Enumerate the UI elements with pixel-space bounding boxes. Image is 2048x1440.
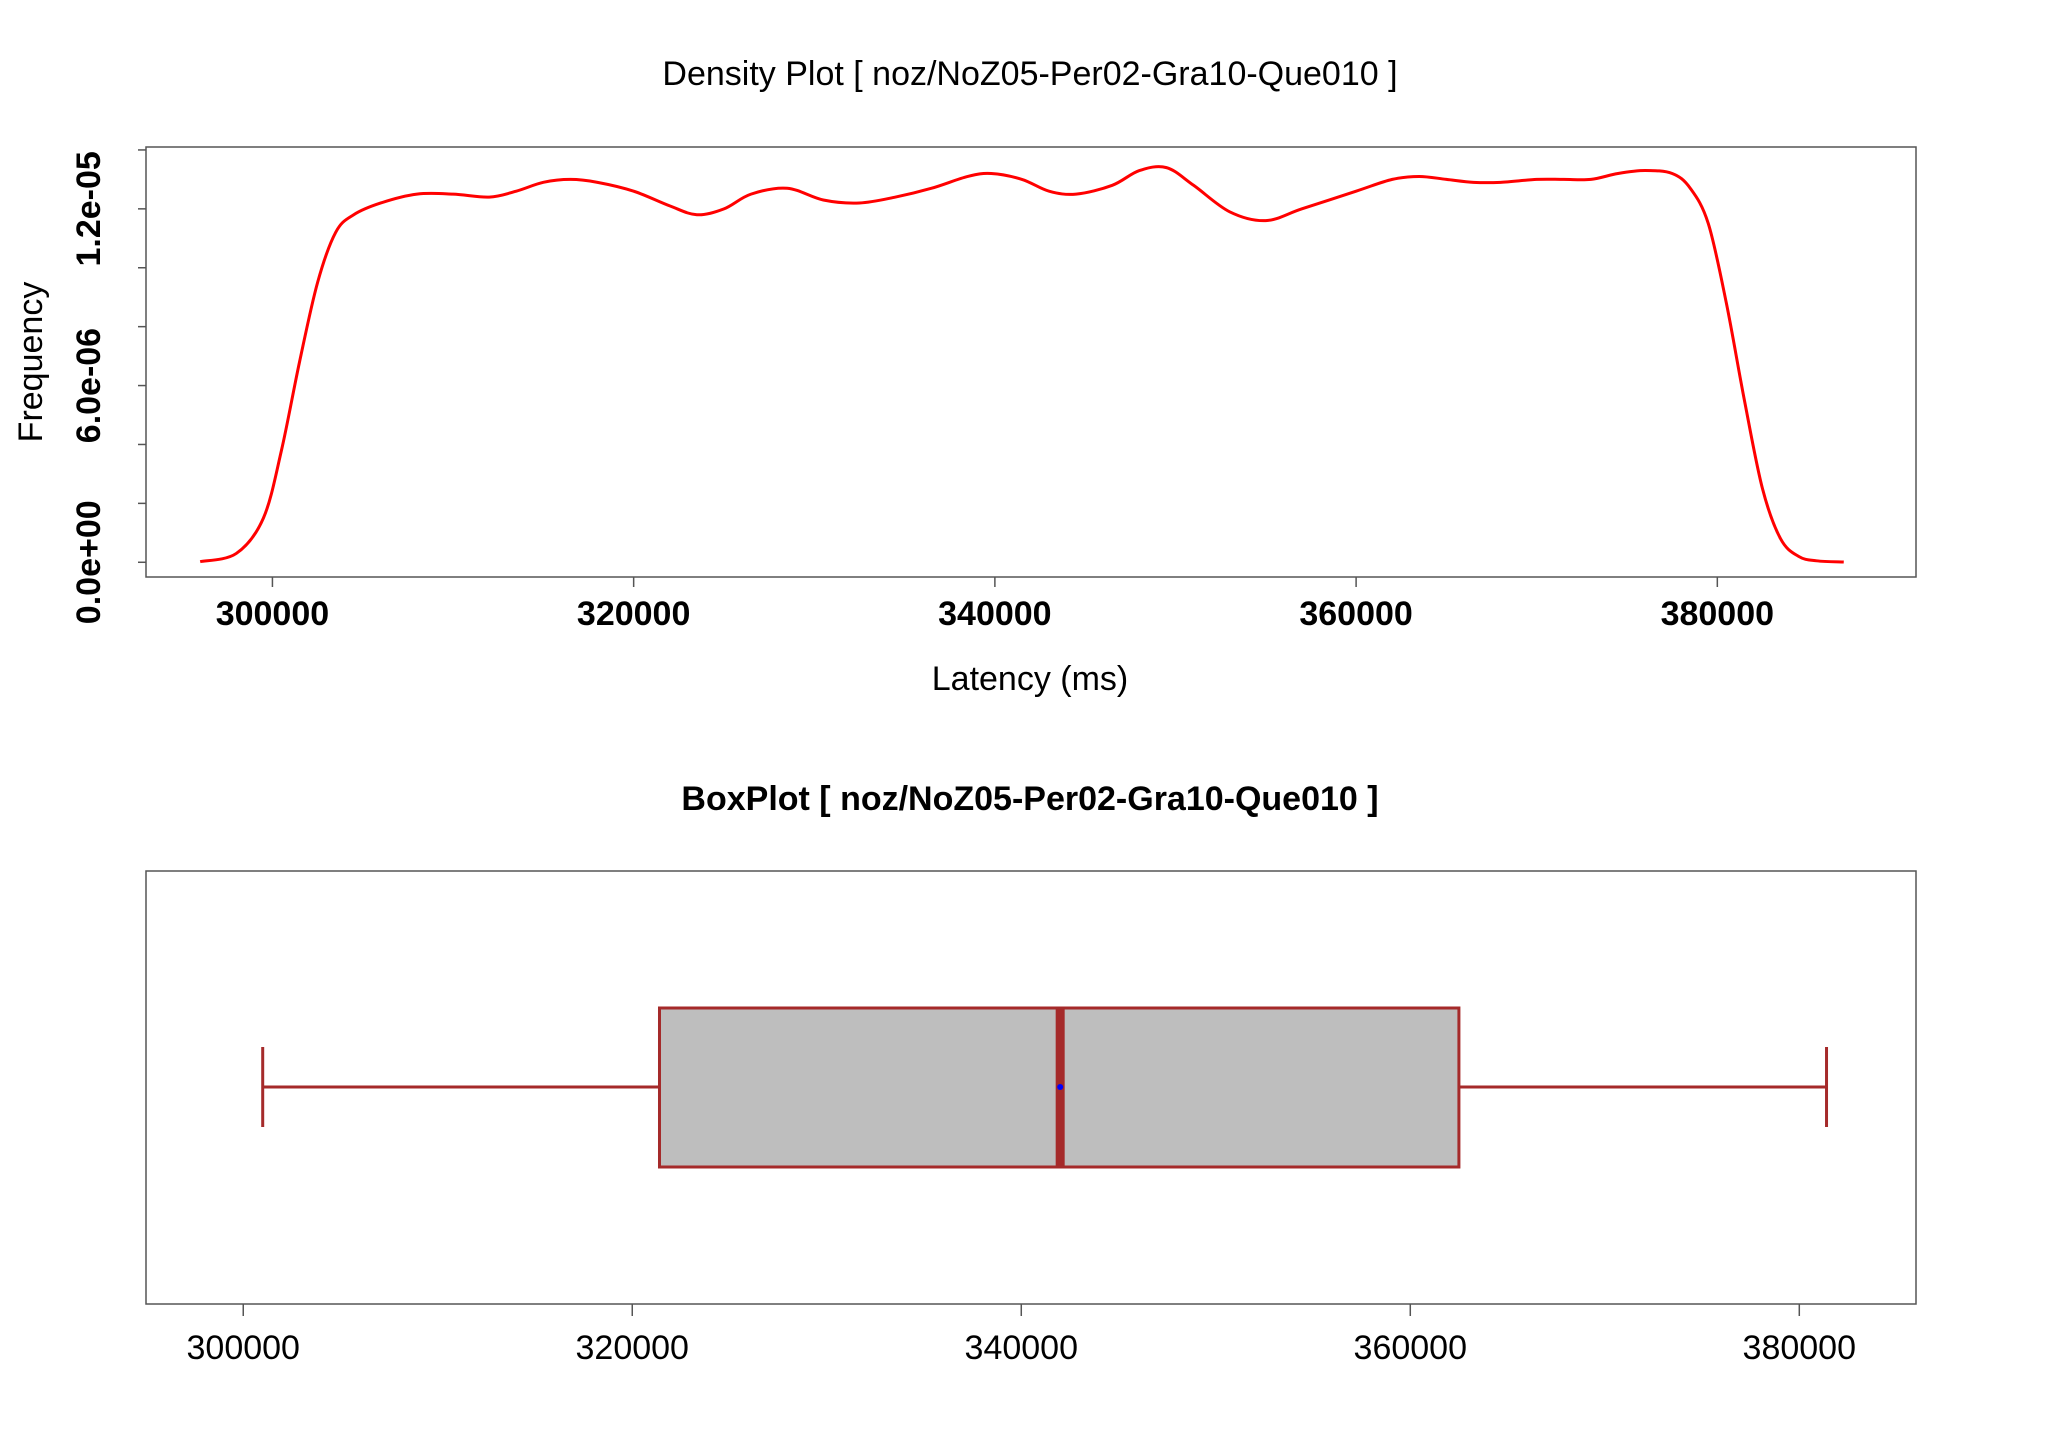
density-y-axis: 0.0e+00 6.0e-06 1.2e-05 bbox=[70, 149, 146, 624]
box-plot-frame bbox=[145, 870, 1917, 1305]
density-x-tick-label: 320000 bbox=[577, 595, 690, 633]
box-x-axis: 300000 320000 340000 360000 380000 bbox=[187, 1304, 1856, 1367]
density-x-axis: 300000 320000 340000 360000 380000 bbox=[216, 577, 1774, 633]
box-x-tick-label: 380000 bbox=[1743, 1329, 1856, 1367]
density-chart: Density Plot [ noz/NoZ05-Per02-Gra10-Que… bbox=[12, 55, 1917, 698]
box-x-tick-label: 360000 bbox=[1354, 1329, 1467, 1367]
density-title: Density Plot [ noz/NoZ05-Per02-Gra10-Que… bbox=[662, 55, 1397, 93]
box-x-tick-label: 300000 bbox=[187, 1329, 300, 1367]
box-x-tick-label: 320000 bbox=[576, 1329, 689, 1367]
density-y-axis-label: Frequency bbox=[12, 282, 50, 443]
density-x-axis-label: Latency (ms) bbox=[932, 660, 1129, 698]
box-title: BoxPlot [ noz/NoZ05-Per02-Gra10-Que010 ] bbox=[681, 780, 1378, 818]
density-y-tick-label: 6.0e-06 bbox=[70, 328, 108, 443]
box-chart: BoxPlot [ noz/NoZ05-Per02-Gra10-Que010 ]… bbox=[145, 780, 1917, 1367]
density-y-tick-label: 1.2e-05 bbox=[70, 151, 108, 266]
density-x-tick-label: 360000 bbox=[1299, 595, 1412, 633]
mean-point bbox=[1057, 1084, 1064, 1090]
box-plot-body bbox=[261, 1006, 1829, 1169]
density-y-tick-label: 0.0e+00 bbox=[70, 500, 108, 624]
density-plot-frame bbox=[145, 146, 1917, 578]
box-x-tick-label: 340000 bbox=[965, 1329, 1078, 1367]
density-x-tick-label: 380000 bbox=[1661, 595, 1774, 633]
density-x-tick-label: 300000 bbox=[216, 595, 329, 633]
density-x-tick-label: 340000 bbox=[938, 595, 1051, 633]
density-curve bbox=[199, 165, 1844, 564]
